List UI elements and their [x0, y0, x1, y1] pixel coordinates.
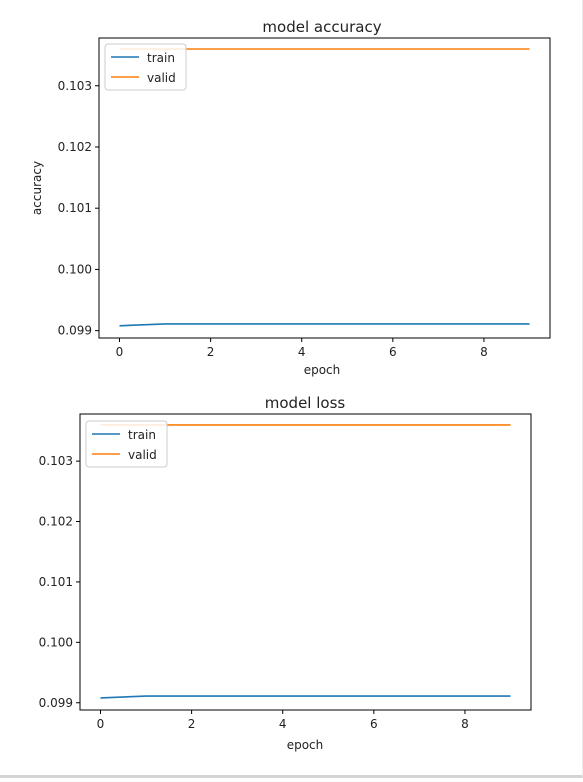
legend-label-train: train [147, 51, 175, 65]
y-tick-label: 0.099 [39, 696, 73, 710]
series-lines [119, 48, 530, 327]
series-line-train [119, 323, 530, 327]
legend-box [85, 420, 168, 468]
x-tick-label: 4 [298, 345, 306, 359]
chart-title: model accuracy [262, 18, 381, 36]
x-tick-label: 8 [461, 717, 469, 731]
loss-chart: model loss 0.099 0.100 0.101 0.102 0.103 0 2 4… [39, 394, 532, 752]
x-axis-label: epoch [287, 738, 324, 752]
x-tick-label: 8 [480, 345, 488, 359]
chart-title: model loss [265, 394, 346, 412]
y-axis-label: accuracy [30, 161, 44, 215]
y-tick-label: 0.101 [58, 201, 92, 215]
x-tick-label: 6 [370, 717, 378, 731]
x-axis-ticks: 0 2 4 6 8 [116, 338, 488, 359]
y-tick-label: 0.103 [39, 454, 73, 468]
y-tick-label: 0.099 [58, 324, 92, 338]
y-axis-ticks: 0.099 0.100 0.101 0.102 0.103 [58, 79, 99, 338]
legend: train valid [85, 420, 168, 468]
x-tick-label: 4 [279, 717, 287, 731]
x-tick-label: 2 [188, 717, 196, 731]
y-tick-label: 0.101 [39, 575, 73, 589]
legend-box [104, 43, 187, 91]
legend-label-valid: valid [128, 448, 157, 462]
legend-label-train: train [128, 428, 156, 442]
accuracy-chart: model accuracy 0.099 0.100 0.101 0.102 0.103… [30, 18, 551, 377]
series-lines [100, 424, 511, 699]
x-tick-label: 2 [207, 345, 215, 359]
x-axis-label: epoch [304, 363, 341, 377]
y-tick-label: 0.103 [58, 79, 92, 93]
y-axis-ticks: 0.099 0.100 0.101 0.102 0.103 [39, 454, 80, 710]
y-tick-label: 0.102 [39, 515, 73, 529]
y-tick-label: 0.100 [58, 262, 92, 276]
x-tick-label: 0 [116, 345, 124, 359]
x-tick-label: 0 [97, 717, 105, 731]
legend: train valid [104, 43, 187, 91]
legend-label-valid: valid [147, 71, 176, 85]
series-line-train [100, 695, 511, 699]
y-tick-label: 0.100 [39, 635, 73, 649]
x-axis-ticks: 0 2 4 6 8 [97, 710, 469, 731]
x-tick-label: 6 [389, 345, 397, 359]
y-tick-label: 0.102 [58, 140, 92, 154]
